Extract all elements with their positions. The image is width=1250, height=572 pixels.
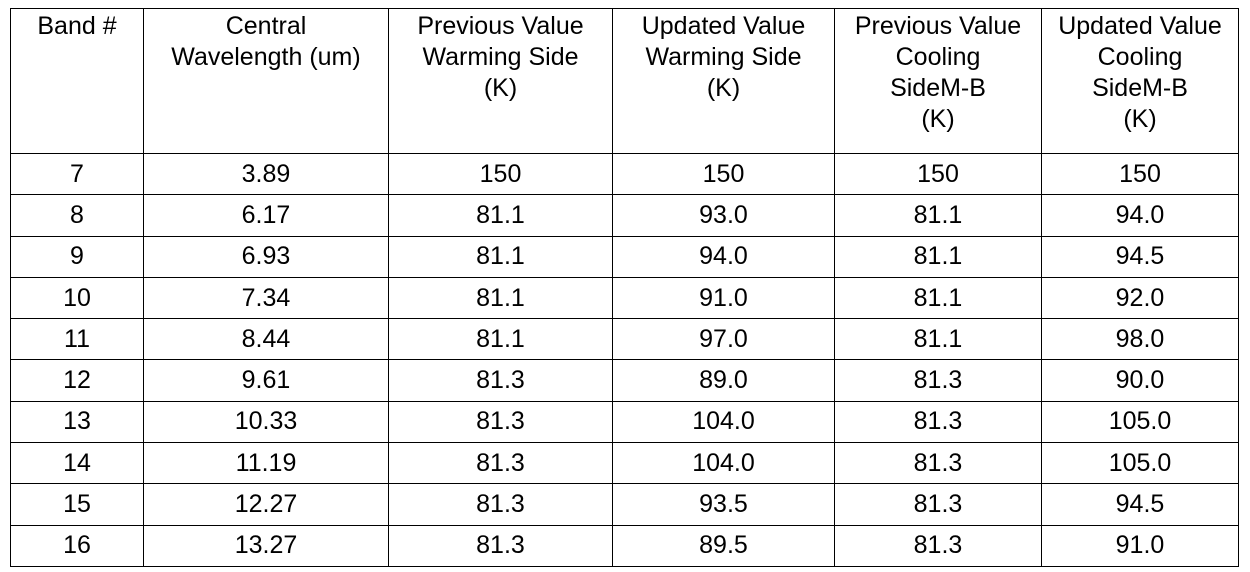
table-cell: 6.17 — [143, 194, 389, 237]
table-cell: 92.0 — [1041, 276, 1239, 320]
table-cell: 16 — [10, 524, 144, 567]
table-cell: 94.0 — [612, 235, 835, 278]
table-cell: 81.3 — [388, 442, 613, 485]
table-cell: 8 — [10, 194, 144, 237]
table-cell: 11 — [10, 318, 144, 361]
table-body: 7 3.89 150 150 150 150 8 6.17 81.1 93.0 81.1 94.0 9 6… — [10, 152, 1239, 567]
table-cell: 89.5 — [612, 524, 835, 567]
table-cell: 12.27 — [143, 483, 389, 526]
table-cell: 7.34 — [143, 276, 389, 320]
table-cell: 81.3 — [388, 359, 613, 402]
table-header: Band # Central Wavelength (um) Previous Va… — [10, 8, 1239, 154]
table-cell: 150 — [388, 152, 613, 196]
table-row: 11 8.44 81.1 97.0 81.1 98.0 — [10, 318, 1239, 361]
table-cell: 89.0 — [612, 359, 835, 402]
table-cell: 9.61 — [143, 359, 389, 402]
table-cell: 7 — [10, 152, 144, 196]
table-cell: 91.0 — [1041, 524, 1239, 567]
table-cell: 90.0 — [1041, 359, 1239, 402]
header-cell: Band # — [10, 8, 144, 154]
table-cell: 81.3 — [834, 483, 1042, 526]
table-cell: 81.3 — [834, 400, 1042, 444]
table-cell: 105.0 — [1041, 442, 1239, 485]
table-cell: 13 — [10, 400, 144, 444]
table-row: 9 6.93 81.1 94.0 81.1 94.5 — [10, 235, 1239, 278]
table-cell: 81.1 — [388, 276, 613, 320]
table-cell: 81.3 — [834, 524, 1042, 567]
table-cell: 81.3 — [388, 524, 613, 567]
table-cell: 81.1 — [834, 194, 1042, 237]
table-cell: 81.1 — [388, 194, 613, 237]
data-table: Band # Central Wavelength (um) Previous Va… — [10, 8, 1239, 567]
table-cell: 12 — [10, 359, 144, 402]
header-cell: Previous Value Warming Side (K) — [388, 8, 613, 154]
table-cell: 81.1 — [388, 235, 613, 278]
table-cell: 98.0 — [1041, 318, 1239, 361]
table-cell: 81.1 — [834, 318, 1042, 361]
table-cell: 91.0 — [612, 276, 835, 320]
table-cell: 104.0 — [612, 400, 835, 444]
header-cell: Previous Value Cooling SideM-B (K) — [834, 8, 1042, 154]
table-cell: 81.1 — [388, 318, 613, 361]
table-cell: 81.3 — [834, 442, 1042, 485]
table-cell: 15 — [10, 483, 144, 526]
table-cell: 150 — [834, 152, 1042, 196]
table-cell: 81.3 — [834, 359, 1042, 402]
table-cell: 93.5 — [612, 483, 835, 526]
table-cell: 11.19 — [143, 442, 389, 485]
table-cell: 94.5 — [1041, 235, 1239, 278]
table-cell: 8.44 — [143, 318, 389, 361]
table-row: 8 6.17 81.1 93.0 81.1 94.0 — [10, 194, 1239, 237]
table-cell: 150 — [612, 152, 835, 196]
table-cell: 81.1 — [834, 276, 1042, 320]
table-cell: 105.0 — [1041, 400, 1239, 444]
table-cell: 3.89 — [143, 152, 389, 196]
table-cell: 81.3 — [388, 400, 613, 444]
table-row: 7 3.89 150 150 150 150 — [10, 152, 1239, 196]
table-cell: 14 — [10, 442, 144, 485]
table-cell: 13.27 — [143, 524, 389, 567]
table-row: 16 13.27 81.3 89.5 81.3 91.0 — [10, 524, 1239, 567]
table-row: 12 9.61 81.3 89.0 81.3 90.0 — [10, 359, 1239, 402]
table-row: 10 7.34 81.1 91.0 81.1 92.0 — [10, 276, 1239, 320]
header-row: Band # Central Wavelength (um) Previous Va… — [10, 8, 1239, 154]
table-row: 14 11.19 81.3 104.0 81.3 105.0 — [10, 442, 1239, 485]
header-cell: Updated Value Cooling SideM-B (K) — [1041, 8, 1239, 154]
table-cell: 93.0 — [612, 194, 835, 237]
table-cell: 10 — [10, 276, 144, 320]
table-cell: 94.5 — [1041, 483, 1239, 526]
table-cell: 10.33 — [143, 400, 389, 444]
table-cell: 9 — [10, 235, 144, 278]
table-row: 13 10.33 81.3 104.0 81.3 105.0 — [10, 400, 1239, 444]
header-cell: Central Wavelength (um) — [143, 8, 389, 154]
table-cell: 81.1 — [834, 235, 1042, 278]
table-row: 15 12.27 81.3 93.5 81.3 94.5 — [10, 483, 1239, 526]
header-cell: Updated Value Warming Side (K) — [612, 8, 835, 154]
table-cell: 81.3 — [388, 483, 613, 526]
table-cell: 94.0 — [1041, 194, 1239, 237]
table-cell: 150 — [1041, 152, 1239, 196]
table-cell: 104.0 — [612, 442, 835, 485]
table-cell: 6.93 — [143, 235, 389, 278]
table-cell: 97.0 — [612, 318, 835, 361]
